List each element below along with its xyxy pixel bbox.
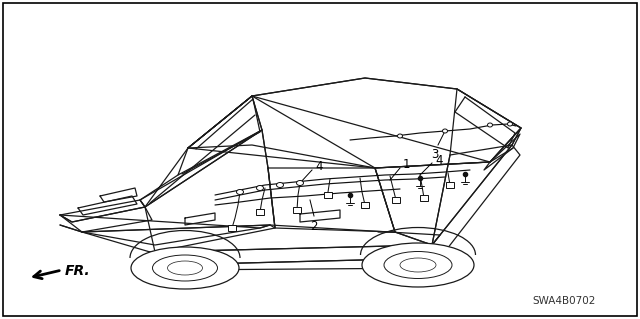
Bar bbox=[256, 209, 264, 215]
Ellipse shape bbox=[276, 182, 284, 188]
Ellipse shape bbox=[131, 247, 239, 289]
Text: 4: 4 bbox=[315, 160, 323, 174]
Bar bbox=[446, 182, 454, 188]
Text: FR.: FR. bbox=[65, 264, 91, 278]
Text: 4: 4 bbox=[435, 153, 442, 167]
Ellipse shape bbox=[296, 181, 303, 186]
Ellipse shape bbox=[362, 243, 474, 287]
Text: 3: 3 bbox=[431, 148, 438, 161]
Ellipse shape bbox=[442, 129, 447, 133]
Bar bbox=[228, 225, 236, 231]
Bar bbox=[420, 195, 428, 201]
Ellipse shape bbox=[488, 123, 493, 127]
Ellipse shape bbox=[168, 261, 202, 275]
Ellipse shape bbox=[237, 189, 243, 195]
Ellipse shape bbox=[384, 251, 452, 278]
Bar bbox=[293, 207, 301, 213]
Ellipse shape bbox=[397, 134, 403, 138]
Text: 1: 1 bbox=[403, 159, 410, 172]
Bar bbox=[392, 197, 400, 203]
Ellipse shape bbox=[152, 255, 218, 281]
Bar bbox=[324, 192, 332, 198]
Ellipse shape bbox=[257, 186, 264, 190]
Text: 2: 2 bbox=[310, 220, 317, 233]
Ellipse shape bbox=[508, 122, 513, 126]
Ellipse shape bbox=[400, 258, 436, 272]
Text: SWA4B0702: SWA4B0702 bbox=[532, 296, 596, 306]
Bar bbox=[361, 202, 369, 208]
